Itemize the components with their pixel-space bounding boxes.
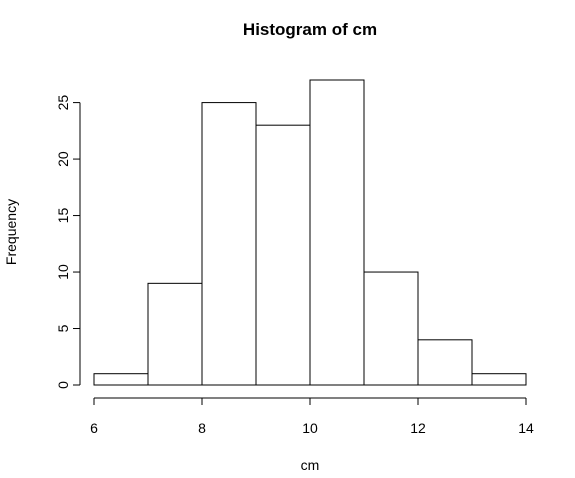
y-tick-label: 5 [55,324,71,332]
chart-title: Histogram of cm [243,20,377,39]
histogram-bar [471,373,527,386]
x-tick-label: 8 [198,420,206,436]
x-axis-label: cm [301,457,320,473]
x-tick-label: 12 [410,420,426,436]
x-axis: 6 8 10 12 14 [90,397,534,436]
histogram-bar [255,124,311,386]
y-axis-label: Frequency [3,199,19,265]
y-tick-label: 20 [55,151,71,167]
bars-group [93,79,527,386]
x-tick-label: 14 [518,420,534,436]
histogram-bar [147,282,203,386]
y-tick-label: 10 [55,264,71,280]
histogram-bar [201,102,257,386]
histogram-bar [417,339,473,386]
x-tick-label: 6 [90,420,98,436]
y-tick-label: 0 [55,381,71,389]
histogram-bar [93,373,149,386]
histogram-bar [363,271,419,386]
y-tick-label: 15 [55,208,71,224]
histogram-bar [309,79,365,386]
x-tick-label: 10 [302,420,318,436]
y-axis: 0 5 10 15 20 25 [55,95,81,389]
y-tick-label: 25 [55,95,71,111]
